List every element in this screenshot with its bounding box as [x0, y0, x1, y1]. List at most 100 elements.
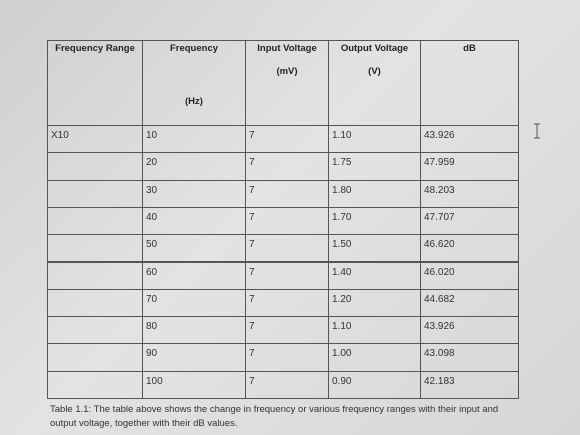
data-cell: 60 — [142, 261, 246, 290]
data-cell: 20 — [142, 152, 246, 181]
cell-text: 100 — [146, 375, 163, 387]
header-unit: (mV) — [276, 66, 298, 77]
range-text: X10 — [51, 130, 69, 141]
header-title: Frequency — [169, 43, 219, 54]
data-cell: 42.183 — [420, 370, 519, 399]
cell-text: 7 — [249, 266, 255, 278]
cell-text: 1.10 — [332, 321, 352, 333]
data-cell: 1.10 — [328, 316, 421, 345]
data-cell: 46.020 — [420, 261, 519, 290]
cell-text: 7 — [249, 130, 255, 141]
cell-text: 30 — [146, 184, 158, 196]
cell-text: 43.098 — [424, 348, 455, 360]
cell-text: 7 — [249, 239, 255, 251]
data-cell: 1.00 — [328, 343, 421, 372]
header-cell: Frequency Range — [47, 40, 143, 126]
range-cell — [47, 370, 143, 399]
range-cell — [47, 152, 143, 181]
cell-text: 1.20 — [332, 293, 352, 305]
data-cell: 7 — [245, 152, 329, 181]
data-cell: 1.40 — [328, 261, 421, 290]
range-cell: X10 — [47, 125, 143, 154]
range-cell — [47, 206, 143, 236]
cell-text: 42.183 — [424, 375, 455, 387]
data-cell: 50 — [142, 234, 246, 263]
cell-text: 90 — [146, 348, 158, 360]
cell-text: 1.70 — [332, 211, 352, 223]
cell-text: 46.620 — [424, 239, 455, 251]
cell-text: 1.40 — [332, 266, 352, 278]
cell-text: 80 — [146, 321, 158, 333]
header-title: Input Voltage — [257, 43, 317, 54]
cell-text: 48.203 — [424, 184, 455, 196]
range-cell — [47, 288, 143, 318]
data-cell: 7 — [245, 206, 329, 236]
cell-text: 7 — [249, 293, 255, 305]
data-cell: 44.682 — [420, 288, 519, 318]
header-cell: dB — [420, 40, 519, 126]
data-cell: 48.203 — [420, 179, 519, 208]
range-cell — [47, 261, 143, 290]
cell-text: 43.926 — [424, 130, 455, 141]
header-unit: (Hz) — [185, 96, 203, 107]
cell-text: 40 — [146, 211, 158, 223]
cell-text: 44.682 — [424, 293, 455, 305]
data-cell: 43.926 — [420, 125, 519, 154]
cell-text: 50 — [146, 239, 158, 251]
cell-text: 70 — [146, 293, 158, 305]
cell-text: 47.959 — [424, 157, 455, 169]
cell-text: 7 — [249, 211, 255, 223]
data-cell: 0.90 — [328, 370, 421, 399]
range-cell — [47, 343, 143, 372]
data-cell: 70 — [142, 288, 246, 318]
data-cell: 43.098 — [420, 343, 519, 372]
cell-text: 7 — [249, 157, 255, 169]
data-cell: 1.75 — [328, 152, 421, 181]
data-cell: 7 — [245, 261, 329, 290]
data-cell: 7 — [245, 343, 329, 372]
cell-text: 1.10 — [332, 130, 352, 141]
data-cell: 40 — [142, 206, 246, 236]
cell-text: 1.00 — [332, 348, 352, 360]
cell-text: 7 — [249, 321, 255, 333]
header-unit: (V) — [368, 66, 381, 77]
cell-text: 7 — [249, 348, 255, 360]
cell-text: 7 — [249, 184, 255, 196]
data-cell: 30 — [142, 179, 246, 208]
data-cell: 46.620 — [420, 234, 519, 263]
cell-text: 1.50 — [332, 239, 352, 251]
range-cell — [47, 316, 143, 345]
data-cell: 1.50 — [328, 234, 421, 263]
data-cell: 1.10 — [328, 125, 421, 154]
cell-text: 1.75 — [332, 157, 352, 169]
header-cell: Frequency (Hz) — [142, 40, 246, 126]
data-cell: 1.20 — [328, 288, 421, 318]
data-cell: 47.707 — [420, 206, 519, 236]
data-cell: 7 — [245, 234, 329, 263]
cell-text: 0.90 — [332, 375, 352, 387]
cell-text: 60 — [146, 266, 158, 278]
cell-text: 10 — [146, 130, 158, 141]
header-title: Output Voltage — [340, 43, 409, 54]
header-cell: Output Voltage (V) — [328, 40, 421, 126]
range-cell — [47, 179, 143, 208]
header-cell: Input Voltage (mV) — [245, 40, 329, 126]
header-title: dB — [463, 43, 476, 54]
text-cursor — [534, 123, 540, 139]
data-cell: 10 — [142, 125, 246, 154]
data-cell: 7 — [245, 125, 329, 154]
cell-text: 7 — [249, 375, 255, 387]
data-cell: 7 — [245, 179, 329, 208]
cell-text: 43.926 — [424, 321, 455, 333]
header-title: Frequency Range — [55, 43, 135, 54]
data-cell: 43.926 — [420, 316, 519, 345]
range-cell — [47, 234, 143, 263]
cell-text: 20 — [146, 157, 158, 169]
cell-text: 1.80 — [332, 184, 352, 196]
data-cell: 1.70 — [328, 206, 421, 236]
data-cell: 1.80 — [328, 179, 421, 208]
caption: Table 1.1: The table above shows the cha… — [50, 404, 499, 429]
cell-text: 46.020 — [424, 266, 455, 278]
data-cell: 100 — [142, 370, 246, 399]
